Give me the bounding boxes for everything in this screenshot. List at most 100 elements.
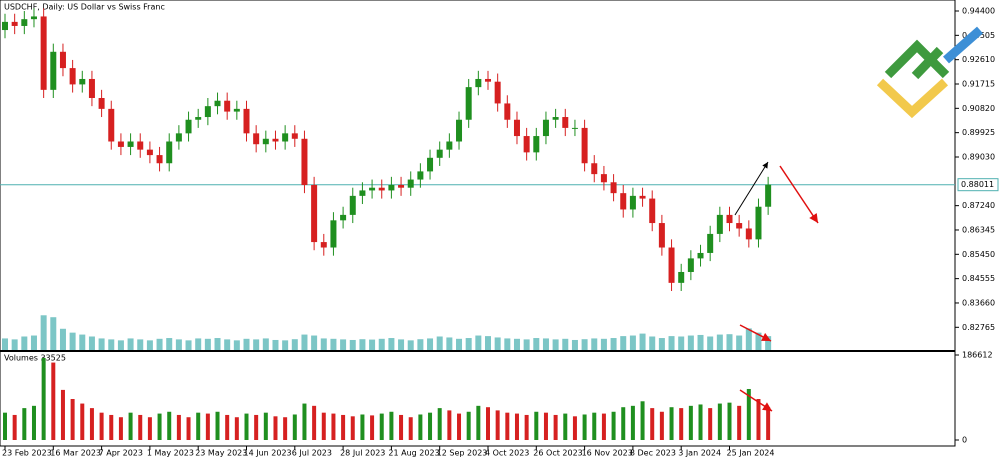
volume-overlay-bar <box>465 338 472 350</box>
volume-bar <box>534 411 539 440</box>
x-tick-label: 21 Aug 2023 <box>388 449 439 458</box>
volume-overlay-bar <box>600 338 607 350</box>
volume-overlay-bar <box>610 338 617 350</box>
annotation-arrow <box>739 389 773 412</box>
x-tick-label: 7 Apr 2023 <box>99 449 143 458</box>
x-tick-label: 1 May 2023 <box>147 449 194 458</box>
volume-bar <box>611 411 616 440</box>
candle-body <box>156 155 163 164</box>
volume-overlay-bar <box>629 335 636 350</box>
volume-bar <box>22 408 27 440</box>
x-tick-label: 23 Feb 2023 <box>2 449 52 458</box>
volume-overlay-bar <box>340 339 347 350</box>
volume-overlay-bar <box>504 338 511 350</box>
volume-bar <box>341 414 346 440</box>
volume-overlay-bar <box>571 339 578 350</box>
candle-body <box>117 141 124 147</box>
candle-body <box>465 87 472 120</box>
volume-bar <box>717 403 722 440</box>
volume-overlay-bar <box>59 328 66 350</box>
candle-body <box>639 195 646 199</box>
y-tick-label: 0.90820 <box>962 104 995 113</box>
volume-overlay-bar <box>562 338 569 350</box>
volume-bar <box>737 405 742 440</box>
candle-body <box>166 141 173 164</box>
volume-bar <box>70 399 75 440</box>
candle-body <box>716 214 723 234</box>
volume-overlay-bar <box>755 332 762 350</box>
candle-body <box>50 51 57 90</box>
volume-bar <box>418 414 423 440</box>
volume-overlay-bar <box>552 339 559 350</box>
candle-body <box>243 108 250 134</box>
volume-bar <box>389 411 394 440</box>
candle-body <box>668 247 675 283</box>
candle-body <box>513 119 520 137</box>
volume-bar <box>157 413 162 440</box>
volume-bar <box>592 412 597 440</box>
volume-overlay-bar <box>156 338 163 350</box>
candle-body <box>523 136 530 153</box>
volume-bar <box>60 389 65 440</box>
volume-overlay-bar <box>726 334 733 350</box>
volume-overlay-bar <box>117 340 124 350</box>
candle-body <box>88 78 95 98</box>
candle-body <box>407 179 414 188</box>
volume-overlay-bar <box>542 338 549 350</box>
volume-overlay-bar <box>330 338 337 350</box>
volume-overlay-bar <box>195 338 202 350</box>
volume-overlay-bar <box>79 334 86 350</box>
volume-bar <box>312 405 317 440</box>
volume-bar <box>447 410 452 440</box>
volume-bar <box>99 412 104 440</box>
candle-body <box>127 141 134 147</box>
volume-bar <box>708 408 713 440</box>
y-tick-label: 0.84555 <box>962 274 995 283</box>
candle-body <box>649 198 656 224</box>
volume-bar <box>138 414 143 440</box>
last-price-box <box>957 178 999 192</box>
candle-body <box>40 16 47 90</box>
volume-bar <box>756 399 761 440</box>
volume-bar <box>350 416 355 440</box>
candle-body <box>378 187 385 191</box>
candle-body <box>398 184 405 188</box>
candle-body <box>146 149 153 156</box>
volume-bar <box>283 417 288 440</box>
candle-body <box>301 138 308 185</box>
volume-overlay-bar <box>214 338 221 350</box>
volume-overlay-bar <box>678 336 685 350</box>
logo-yellow <box>876 78 949 119</box>
volume-bar <box>399 414 404 440</box>
volume-bar <box>196 412 201 440</box>
volume-overlay-bar <box>282 340 289 350</box>
candle-body <box>765 184 772 207</box>
candle-body <box>282 133 289 142</box>
volume-overlay-bar <box>301 334 308 350</box>
logo-green <box>884 39 950 79</box>
candle-body <box>359 190 366 196</box>
volume-overlay-bar <box>311 335 318 350</box>
volume-overlay-bar <box>591 338 598 350</box>
volume-bar <box>486 407 490 440</box>
volume-bar <box>669 407 674 440</box>
volume-bar <box>292 414 297 440</box>
volume-overlay-bar <box>523 339 530 350</box>
candle-body <box>388 184 395 191</box>
volume-bar <box>379 413 384 440</box>
x-tick-label: 12 Sep 2023 <box>437 449 488 458</box>
volume-overlay-bar <box>272 339 279 350</box>
volume-bar <box>205 413 210 440</box>
volume-overlay-bar <box>98 338 105 350</box>
last-price-label: 0.88011 <box>961 180 994 189</box>
volume-bar <box>408 417 413 440</box>
y-tick-label: 0.91715 <box>962 80 995 89</box>
volume-bar <box>234 417 239 440</box>
x-tick-label: 8 Dec 2023 <box>630 449 676 458</box>
candle-body <box>562 117 569 128</box>
y-tick-label: 0.94400 <box>962 7 995 16</box>
candle-body <box>494 81 501 104</box>
volume-overlay-bar <box>359 339 366 350</box>
volume-bar <box>186 417 191 440</box>
volume-bar <box>563 413 568 440</box>
